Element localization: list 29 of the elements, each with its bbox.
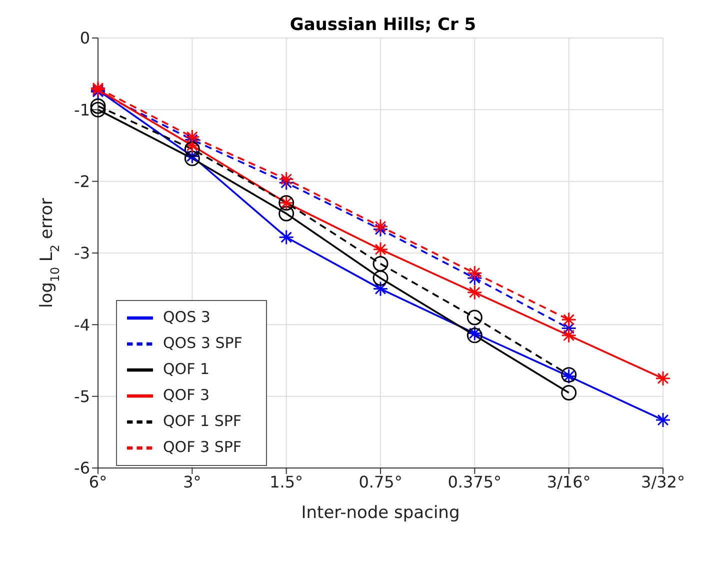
point	[372, 270, 388, 286]
legend-label: QOF 1	[163, 360, 210, 378]
y-tick-label: -2	[74, 172, 90, 192]
legend-label: QOS 3	[163, 308, 210, 326]
point	[372, 256, 388, 272]
legend-label: QOF 3 SPF	[163, 438, 242, 456]
x-tick-label: 3°	[183, 472, 202, 492]
chart-title: Gaussian Hills; Cr 5	[290, 15, 476, 35]
x-tick-label: 0.75°	[358, 472, 402, 492]
x-tick-label: 6°	[88, 472, 108, 492]
point	[90, 98, 106, 114]
x-tick-label: 3/32°	[641, 472, 685, 492]
point	[90, 102, 106, 118]
y-tick-label: -3	[74, 244, 90, 263]
point	[561, 385, 577, 400]
y-tick-label: -6	[74, 458, 90, 478]
y-tick-label: -4	[74, 315, 90, 334]
legend-label: QOS 3 SPF	[163, 334, 242, 352]
x-tick-label: 3/16°	[546, 472, 591, 492]
x-tick-label: 1.5°	[270, 472, 304, 492]
legend-label: QOF 1 SPF	[163, 412, 242, 430]
legend-label: QOF 3	[163, 386, 210, 404]
y-tick-label: -1	[74, 100, 90, 120]
y-tick-label: 0	[80, 28, 90, 48]
x-axis-title: Inter-node spacing	[301, 503, 460, 523]
point	[466, 310, 482, 326]
y-tick-label: -5	[74, 387, 90, 406]
point	[278, 206, 294, 222]
x-tick-label: 0.375°	[448, 472, 502, 492]
